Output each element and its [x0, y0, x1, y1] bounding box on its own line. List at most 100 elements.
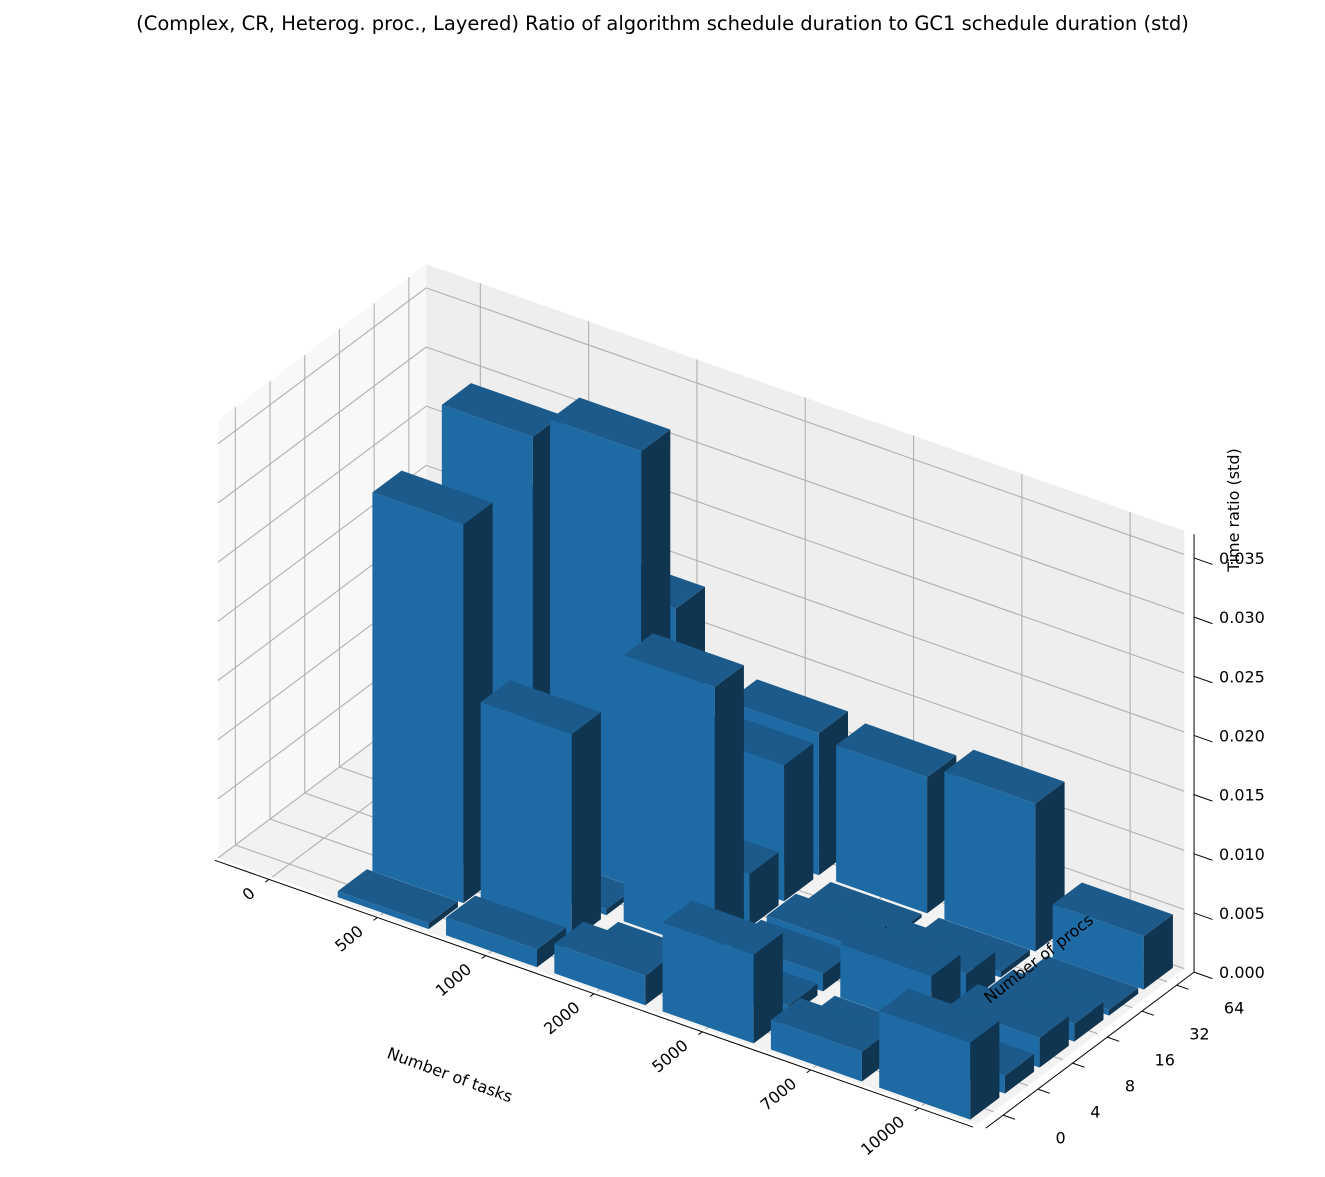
x-tick-mark: [806, 1069, 811, 1074]
z-tick-label: 0.005: [1219, 904, 1265, 923]
bar-side-face: [1004, 1054, 1035, 1094]
bar-top-face: [1018, 955, 1139, 1010]
grid-line-z: [426, 287, 1185, 556]
bar-top-face: [801, 882, 922, 936]
bar-front-face: [662, 922, 754, 1044]
bar-top-face: [770, 998, 892, 1052]
z-tick-label: 0.035: [1219, 549, 1265, 568]
bar-side-face: [428, 901, 458, 930]
x-tick-label: 10000: [857, 1112, 908, 1159]
z-tick-label: 0.030: [1219, 608, 1265, 627]
bar-top-face: [983, 970, 1104, 1024]
x-tick-mark: [698, 1031, 703, 1036]
bar-top-face: [662, 900, 783, 955]
z-tick-label: 0.010: [1219, 845, 1265, 864]
bar-top-face: [944, 749, 1065, 804]
y-tick-label: 32: [1189, 1024, 1209, 1043]
bar-500-tasks-4-procs: [372, 470, 493, 904]
bar-side-face: [753, 932, 783, 1044]
x-tick-label: 0: [239, 883, 259, 904]
bar-top-face: [441, 383, 562, 437]
x-tick-label: 7000: [757, 1074, 800, 1115]
bar-side-face: [1039, 1016, 1069, 1068]
z-tick-mark: [1193, 675, 1213, 684]
bar-front-face: [372, 492, 464, 904]
bar-top-face: [836, 723, 957, 778]
bar-side-face: [1143, 914, 1173, 990]
y-tick-mark: [1176, 984, 1189, 990]
bar-5000-tasks-0-procs: [662, 900, 783, 1044]
bar-side-face: [571, 712, 601, 942]
y-tick-mark: [1003, 1114, 1016, 1120]
grid-line-z: [217, 287, 427, 445]
bar-top-face: [480, 680, 601, 735]
y-tick-label: 64: [1224, 998, 1244, 1017]
bar-7000-tasks-64-procs: [944, 749, 1065, 952]
bar-top-face: [550, 397, 671, 452]
x-tick-label: 5000: [648, 1036, 691, 1077]
x-tick-label: 2000: [540, 998, 583, 1039]
bar-front-face: [337, 891, 429, 930]
bar-front-face: [554, 943, 646, 1006]
x-tick-mark: [264, 878, 270, 883]
x-tick-label: 1000: [432, 960, 475, 1001]
bar-10000-tasks-0-procs: [879, 988, 1000, 1120]
x-tick-mark: [914, 1107, 920, 1112]
bar-top-face: [727, 679, 848, 734]
bar-top-face: [840, 922, 961, 977]
bar-side-face: [714, 665, 744, 954]
bar-front-face: [623, 655, 715, 954]
grid-line-z: [426, 346, 1185, 615]
z-tick-mark: [1193, 971, 1213, 980]
bar-top-face: [623, 633, 744, 687]
bar-front-face: [1052, 904, 1144, 990]
y-tick-mark: [1037, 1088, 1050, 1094]
bar-front-face: [944, 771, 1036, 952]
bar-side-face: [537, 927, 567, 968]
bars: [337, 383, 1173, 1120]
bar-top-face: [446, 895, 567, 950]
bar-side-face: [1074, 1002, 1104, 1042]
bar-top-face: [1052, 882, 1173, 937]
x-axis-label: Number of tasks: [385, 1043, 515, 1106]
bar-side-face: [1109, 987, 1139, 1016]
z-tick-label: 0.015: [1219, 786, 1265, 805]
grid-line-z: [217, 346, 427, 504]
z-tick-label: 0.025: [1219, 667, 1265, 686]
x-tick-label: 500: [331, 921, 367, 955]
y-tick-label: 0: [1056, 1128, 1066, 1147]
bar-top-face: [879, 988, 1000, 1043]
z-tick-mark: [1193, 853, 1213, 861]
bar-side-face: [1000, 949, 1030, 978]
bar-500-tasks-0-procs: [337, 869, 458, 930]
bar-front-face: [446, 917, 537, 968]
bar-front-face: [480, 702, 572, 942]
bar-front-face: [770, 1019, 862, 1082]
bar-1000-tasks-0-procs: [446, 895, 567, 968]
bar-2000-tasks-8-procs: [623, 633, 744, 954]
x-tick-mark: [373, 917, 378, 921]
bar-10000-tasks-64-procs: [1052, 882, 1173, 990]
bar-side-face: [749, 852, 779, 928]
z-tick-mark: [1193, 734, 1213, 743]
z-tick-label: 0.020: [1219, 726, 1265, 745]
z-tick-label: 0.000: [1219, 963, 1265, 982]
z-tick-mark: [1193, 557, 1213, 565]
y-tick-mark: [1107, 1036, 1120, 1042]
z-axis-label: Time ratio (std): [1224, 448, 1243, 572]
bar-top-face: [372, 470, 493, 525]
y-axis-line: [985, 971, 1195, 1129]
x-tick-mark: [589, 993, 595, 997]
axis-lines: [214, 534, 1213, 1129]
bar-side-face: [784, 743, 814, 902]
y-tick-mark: [1072, 1062, 1085, 1068]
bar-top-face: [337, 869, 458, 924]
bar-front-face: [836, 745, 928, 914]
y-tick-label: 16: [1155, 1050, 1175, 1069]
chart-title: (Complex, CR, Heterog. proc., Layered) R…: [136, 12, 1189, 35]
y-tick-label: 8: [1125, 1076, 1135, 1095]
bar-1000-tasks-4-procs: [480, 680, 601, 942]
x-tick-mark: [481, 955, 486, 959]
grid-line-z: [217, 405, 427, 563]
